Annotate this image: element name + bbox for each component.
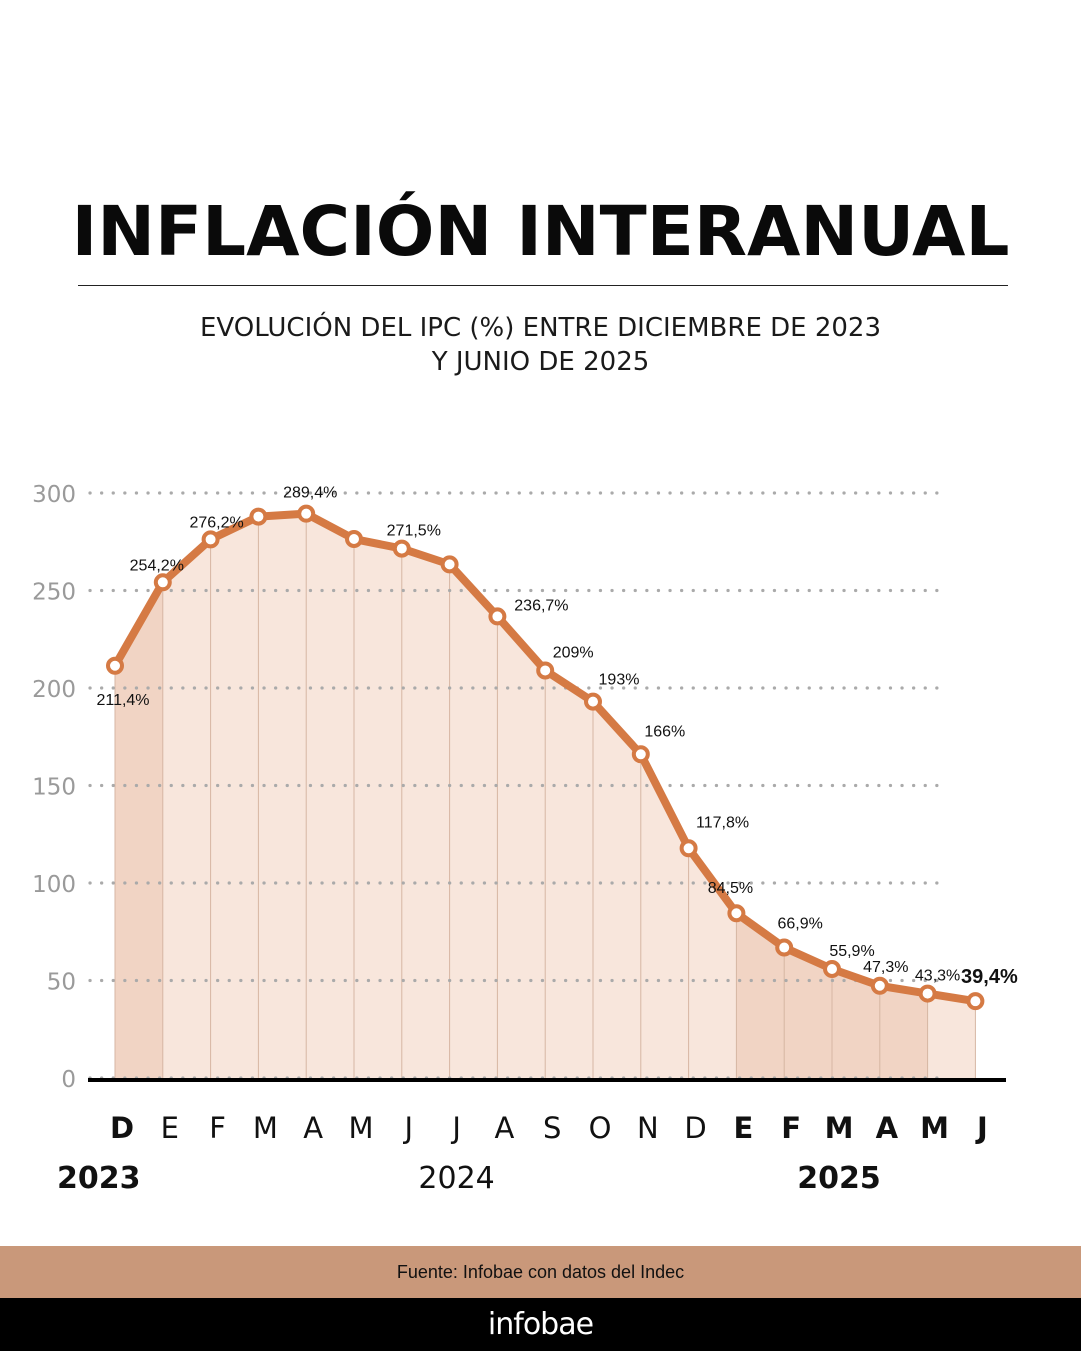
- data-point: [536, 661, 555, 680]
- data-point: [727, 904, 746, 923]
- source-bar: Fuente: Infobae con datos del Indec: [0, 1246, 1081, 1298]
- highlight-segment: [736, 913, 785, 1078]
- y-tick-label: 100: [32, 872, 76, 898]
- x-tick-label: J: [403, 1111, 414, 1145]
- data-label: 211,4%: [96, 692, 149, 709]
- data-point: [249, 507, 268, 526]
- data-point: [631, 745, 650, 764]
- y-tick-label: 300: [32, 482, 76, 508]
- x-tick-label: F: [781, 1111, 801, 1145]
- data-label: 55,9%: [829, 943, 874, 960]
- x-tick-label: O: [589, 1111, 612, 1145]
- data-label: 43,3%: [915, 968, 960, 985]
- data-label: 289,4%: [283, 485, 337, 502]
- y-tick-label: 250: [32, 580, 76, 606]
- data-point: [440, 555, 459, 574]
- data-label: 209%: [553, 644, 594, 661]
- data-label: 236,7%: [514, 597, 568, 614]
- chart-title: INFLACIÓN INTERANUAL: [71, 192, 1010, 272]
- data-point: [584, 692, 602, 711]
- year-label: 2023: [57, 1161, 141, 1196]
- y-tick-label: 150: [32, 775, 76, 801]
- x-tick-label: D: [684, 1111, 706, 1145]
- data-label: 66,9%: [778, 916, 823, 933]
- x-tick-label: M: [825, 1111, 854, 1145]
- data-label: 193%: [599, 672, 640, 689]
- x-tick-label: M: [348, 1111, 373, 1145]
- x-tick-label: M: [920, 1111, 949, 1145]
- brand-bar: infobae: [0, 1298, 1081, 1351]
- x-tick-label: S: [543, 1111, 561, 1145]
- highlight-segment: [115, 582, 163, 1078]
- data-point: [679, 839, 698, 858]
- data-point: [106, 656, 124, 675]
- data-point: [345, 530, 363, 549]
- highlight-segment: [879, 985, 928, 1078]
- data-point: [823, 959, 841, 978]
- x-tick-label: A: [494, 1111, 514, 1145]
- data-label: 47,3%: [863, 959, 908, 976]
- title-divider: [78, 285, 1008, 286]
- data-label: 117,8%: [696, 814, 749, 831]
- data-label: 271,5%: [387, 523, 441, 540]
- data-label: 39,4%: [961, 966, 1018, 988]
- subtitle-line-1: EVOLUCIÓN DEL IPC (%) ENTRE DICIEMBRE DE…: [199, 313, 882, 343]
- y-tick-label: 50: [47, 970, 76, 996]
- x-tick-label: J: [450, 1111, 461, 1145]
- chart-subtitle: EVOLUCIÓN DEL IPC (%) ENTRE DICIEMBRE DE…: [0, 311, 1081, 379]
- year-label: 2025: [797, 1161, 881, 1196]
- brand-logo: infobae: [487, 1307, 594, 1342]
- subtitle-line-2: Y JUNIO DE 2025: [431, 347, 650, 377]
- data-point: [153, 573, 172, 592]
- data-point: [392, 539, 411, 558]
- data-label: 84,5%: [708, 880, 753, 897]
- data-point: [775, 938, 794, 957]
- data-label: 254,2%: [130, 557, 184, 574]
- x-tick-label: A: [303, 1111, 323, 1145]
- data-point: [966, 992, 985, 1011]
- x-tick-label: F: [209, 1111, 226, 1145]
- x-tick-label: M: [253, 1111, 278, 1145]
- x-tick-label: D: [110, 1111, 134, 1145]
- x-tick-label: A: [876, 1111, 899, 1145]
- x-tick-label: E: [161, 1111, 179, 1145]
- data-label: 166%: [644, 723, 685, 740]
- data-point: [870, 976, 889, 995]
- y-tick-label: 200: [32, 677, 76, 703]
- x-tick-label: N: [637, 1111, 659, 1145]
- data-point: [488, 607, 507, 626]
- x-tick-label: E: [733, 1111, 753, 1145]
- year-label: 2024: [418, 1161, 494, 1196]
- source-text: Fuente: Infobae con datos del Indec: [396, 1261, 685, 1282]
- data-point: [918, 984, 937, 1003]
- data-label: 276,2%: [189, 514, 243, 531]
- inflation-line-chart: 0 50 100 150 200 250 300 211,4% 254,2% 276,2% 289,…: [32, 482, 1018, 1196]
- data-point: [297, 504, 316, 523]
- y-tick-label: 0: [61, 1067, 76, 1093]
- x-tick-label: J: [975, 1111, 988, 1145]
- data-point: [201, 530, 220, 549]
- highlight-segment: [832, 968, 880, 1078]
